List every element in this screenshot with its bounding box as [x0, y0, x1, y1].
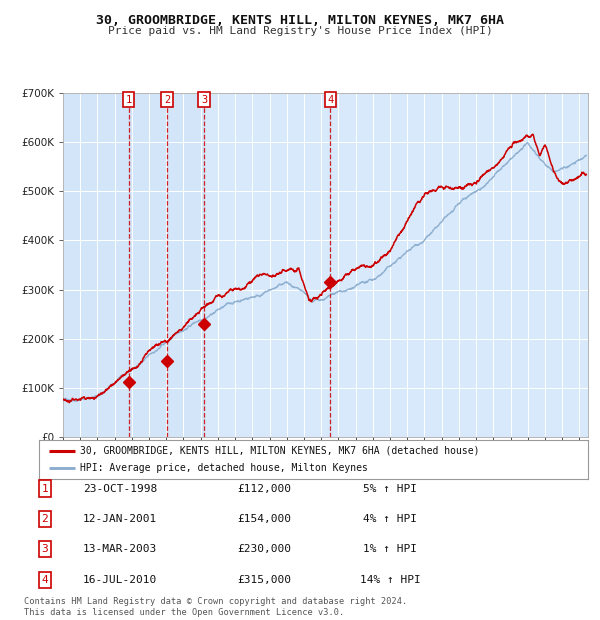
- Text: HPI: Average price, detached house, Milton Keynes: HPI: Average price, detached house, Milt…: [80, 463, 368, 473]
- Text: £112,000: £112,000: [237, 484, 291, 494]
- Text: 4: 4: [328, 95, 334, 105]
- Text: 30, GROOMBRIDGE, KENTS HILL, MILTON KEYNES, MK7 6HA (detached house): 30, GROOMBRIDGE, KENTS HILL, MILTON KEYN…: [80, 446, 479, 456]
- Text: £230,000: £230,000: [237, 544, 291, 554]
- Bar: [204, 93, 331, 437]
- Text: 14% ↑ HPI: 14% ↑ HPI: [359, 575, 421, 585]
- Text: 2: 2: [41, 514, 49, 524]
- Text: 3: 3: [201, 95, 207, 105]
- Text: Price paid vs. HM Land Registry's House Price Index (HPI): Price paid vs. HM Land Registry's House …: [107, 26, 493, 36]
- Bar: [63, 93, 128, 437]
- Text: 5% ↑ HPI: 5% ↑ HPI: [363, 484, 417, 494]
- Text: 23-OCT-1998: 23-OCT-1998: [83, 484, 157, 494]
- Text: 4: 4: [41, 575, 49, 585]
- Text: 4% ↑ HPI: 4% ↑ HPI: [363, 514, 417, 524]
- Text: £315,000: £315,000: [237, 575, 291, 585]
- Text: 13-MAR-2003: 13-MAR-2003: [83, 544, 157, 554]
- Text: 1% ↑ HPI: 1% ↑ HPI: [363, 544, 417, 554]
- Text: 30, GROOMBRIDGE, KENTS HILL, MILTON KEYNES, MK7 6HA: 30, GROOMBRIDGE, KENTS HILL, MILTON KEYN…: [96, 14, 504, 27]
- Text: 2: 2: [164, 95, 170, 105]
- Bar: [128, 93, 167, 437]
- Text: 16-JUL-2010: 16-JUL-2010: [83, 575, 157, 585]
- Text: 3: 3: [41, 544, 49, 554]
- Text: £154,000: £154,000: [237, 514, 291, 524]
- Bar: [167, 93, 204, 437]
- Text: 1: 1: [125, 95, 132, 105]
- Text: 12-JAN-2001: 12-JAN-2001: [83, 514, 157, 524]
- Text: Contains HM Land Registry data © Crown copyright and database right 2024.
This d: Contains HM Land Registry data © Crown c…: [24, 598, 407, 617]
- Bar: [331, 93, 588, 437]
- Text: 1: 1: [41, 484, 49, 494]
